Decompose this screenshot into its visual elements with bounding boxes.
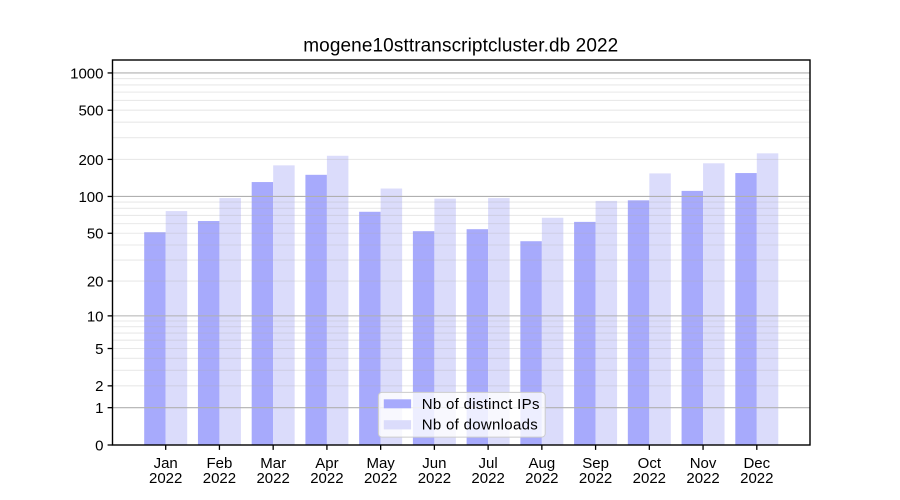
svg-text:2022: 2022 <box>579 470 612 487</box>
svg-text:Mar: Mar <box>260 455 286 472</box>
svg-text:200: 200 <box>78 152 103 169</box>
svg-text:2022: 2022 <box>740 470 773 487</box>
svg-text:1000: 1000 <box>70 65 103 82</box>
svg-text:Jul: Jul <box>479 455 498 472</box>
svg-text:2022: 2022 <box>633 470 666 487</box>
svg-text:0: 0 <box>95 437 103 454</box>
svg-text:20: 20 <box>87 273 104 290</box>
svg-text:mogene10sttranscriptcluster.db: mogene10sttranscriptcluster.db 2022 <box>303 36 618 57</box>
svg-text:Nov: Nov <box>690 455 717 472</box>
svg-text:1: 1 <box>95 400 103 417</box>
svg-text:Sep: Sep <box>582 455 609 472</box>
svg-text:Nb of downloads: Nb of downloads <box>422 417 538 434</box>
svg-text:May: May <box>366 455 395 472</box>
svg-text:2022: 2022 <box>256 470 289 487</box>
svg-text:Jan: Jan <box>154 455 178 472</box>
svg-text:10: 10 <box>87 308 104 325</box>
svg-text:Aug: Aug <box>528 455 555 472</box>
svg-text:2022: 2022 <box>525 470 558 487</box>
svg-text:Nb of distinct IPs: Nb of distinct IPs <box>422 396 540 413</box>
svg-text:2022: 2022 <box>364 470 397 487</box>
svg-text:2022: 2022 <box>149 470 182 487</box>
svg-text:Oct: Oct <box>638 455 662 472</box>
svg-text:2022: 2022 <box>203 470 236 487</box>
svg-text:2022: 2022 <box>471 470 504 487</box>
svg-text:Feb: Feb <box>207 455 233 472</box>
svg-text:500: 500 <box>78 103 103 120</box>
svg-text:2022: 2022 <box>418 470 451 487</box>
svg-text:2022: 2022 <box>310 470 343 487</box>
svg-text:50: 50 <box>87 226 104 243</box>
svg-text:100: 100 <box>78 189 103 206</box>
svg-text:Jun: Jun <box>422 455 446 472</box>
svg-text:2: 2 <box>95 378 103 395</box>
svg-text:2022: 2022 <box>686 470 719 487</box>
svg-text:5: 5 <box>95 341 103 358</box>
svg-text:Dec: Dec <box>743 455 770 472</box>
svg-text:Apr: Apr <box>315 455 338 472</box>
